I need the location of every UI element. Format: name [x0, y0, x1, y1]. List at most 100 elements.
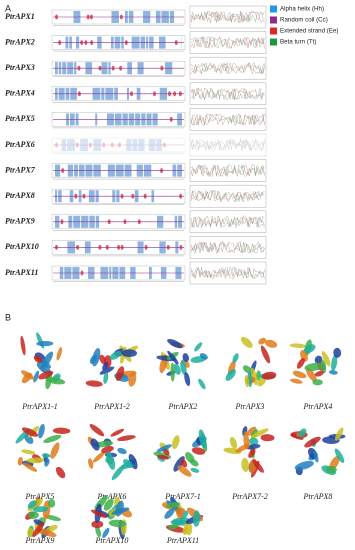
legend-label: Alpha helix (Hh): [280, 6, 324, 13]
row-label: PtrAPX6: [5, 140, 35, 149]
helix-ribbon: [264, 339, 278, 348]
legend-swatch: [270, 16, 277, 24]
helix-block: [80, 139, 88, 151]
helix-ribbon: [56, 347, 63, 361]
helix-ribbon: [33, 355, 43, 364]
helix-ribbon: [32, 522, 45, 538]
secondary-structure-track: [51, 112, 186, 129]
helix-ribbon: [248, 448, 256, 458]
plot-frame: [189, 108, 267, 131]
helix-ribbon: [241, 457, 250, 472]
profile-line: [190, 113, 265, 126]
structure-label: PtrAPX1-2: [93, 402, 130, 411]
secondary-structure-track: [51, 86, 186, 103]
helix-ribbon: [313, 450, 319, 463]
protein-structure: [156, 338, 208, 390]
helix-ribbon: [199, 353, 208, 360]
legend-swatch: [270, 5, 277, 13]
helix-ribbon: [38, 423, 45, 439]
protein-structure: [20, 332, 66, 390]
helix-ribbon: [90, 438, 100, 451]
helix-ribbon: [167, 338, 183, 349]
strand-mark: [55, 142, 58, 148]
protein-structure: [15, 423, 71, 479]
helix-ribbon: [121, 349, 137, 358]
helix-ribbon: [23, 462, 38, 472]
plot-frame: [189, 56, 267, 80]
helix-ribbon: [185, 452, 195, 464]
secondary-structure-track: [51, 188, 186, 205]
secondary-structure-track: [51, 60, 186, 77]
protein-structure: [25, 497, 62, 538]
helix-ribbon: [99, 366, 115, 375]
helix-block: [148, 139, 156, 151]
row-label: PtrAPX10: [5, 242, 39, 251]
profile-line: [190, 266, 265, 279]
profile-line: [190, 215, 265, 229]
helix-ribbon: [21, 372, 32, 384]
profile-line: [190, 10, 265, 24]
structure-label: PtrAPX4: [303, 402, 333, 411]
helix-ribbon: [292, 370, 307, 379]
helix-ribbon: [333, 347, 342, 358]
panel-label: A: [5, 3, 11, 13]
helix-ribbon: [298, 428, 307, 438]
helix-ribbon: [26, 457, 44, 464]
secondary-structure-track: [51, 163, 186, 180]
helix-ribbon: [55, 466, 66, 479]
strand-mark: [75, 142, 79, 148]
helix-block: [156, 139, 162, 151]
protein-structure: [225, 336, 278, 388]
profile-line: [190, 113, 265, 126]
helix-ribbon: [27, 500, 37, 509]
row-label: PtrAPX2: [5, 37, 35, 46]
strand-mark: [102, 142, 106, 148]
profile-line: [190, 62, 265, 75]
helix-ribbon: [50, 442, 60, 459]
plot-frame: [189, 210, 267, 234]
structure-label: PtrAPX3: [235, 402, 265, 411]
legend-swatch: [270, 27, 277, 35]
helix-ribbon: [180, 458, 188, 468]
helix-ribbon: [296, 358, 305, 369]
helix-ribbon: [47, 499, 56, 508]
helix-ribbon: [248, 437, 259, 446]
helix-ribbon: [334, 448, 345, 463]
helix-ribbon: [329, 370, 338, 375]
helix-ribbon: [41, 351, 54, 369]
protein-structure: [161, 496, 204, 536]
helix-ribbon: [190, 467, 200, 473]
helix-ribbon: [115, 366, 125, 381]
profile-line: [190, 189, 265, 201]
profile-line: [190, 87, 265, 101]
helix-ribbon: [182, 526, 188, 536]
legend-label: Extended strand (Ee): [280, 28, 338, 35]
profile-plot: [189, 210, 267, 234]
plot-frame: [189, 236, 267, 259]
row-label: PtrAPX5: [5, 114, 35, 123]
plot-frame: [189, 31, 267, 54]
helix-ribbon: [21, 449, 36, 455]
row-label: PtrAPX7: [5, 165, 36, 174]
helix-ribbon: [198, 429, 207, 449]
protein-structure: [153, 429, 208, 477]
helix-ribbon: [90, 509, 107, 518]
helix-ribbon: [320, 360, 327, 374]
protein-structure: [289, 339, 342, 386]
helix-ribbon: [38, 370, 54, 380]
helix-ribbon: [182, 353, 190, 363]
helix-ribbon: [258, 337, 267, 345]
profile-line: [190, 241, 265, 254]
structure-label: PtrAPX2: [168, 402, 198, 411]
structure-label: PtrAPX8: [303, 492, 333, 501]
helix-ribbon: [303, 344, 316, 354]
helix-ribbon: [291, 433, 304, 440]
legend-label: Random coil (Cc): [280, 17, 328, 24]
helix-ribbon: [170, 362, 175, 382]
profile-plot: [189, 159, 267, 182]
protein-structure: [90, 495, 133, 540]
helix-ribbon: [250, 428, 269, 439]
helix-ribbon: [52, 427, 71, 435]
helix-ribbon: [33, 370, 40, 383]
